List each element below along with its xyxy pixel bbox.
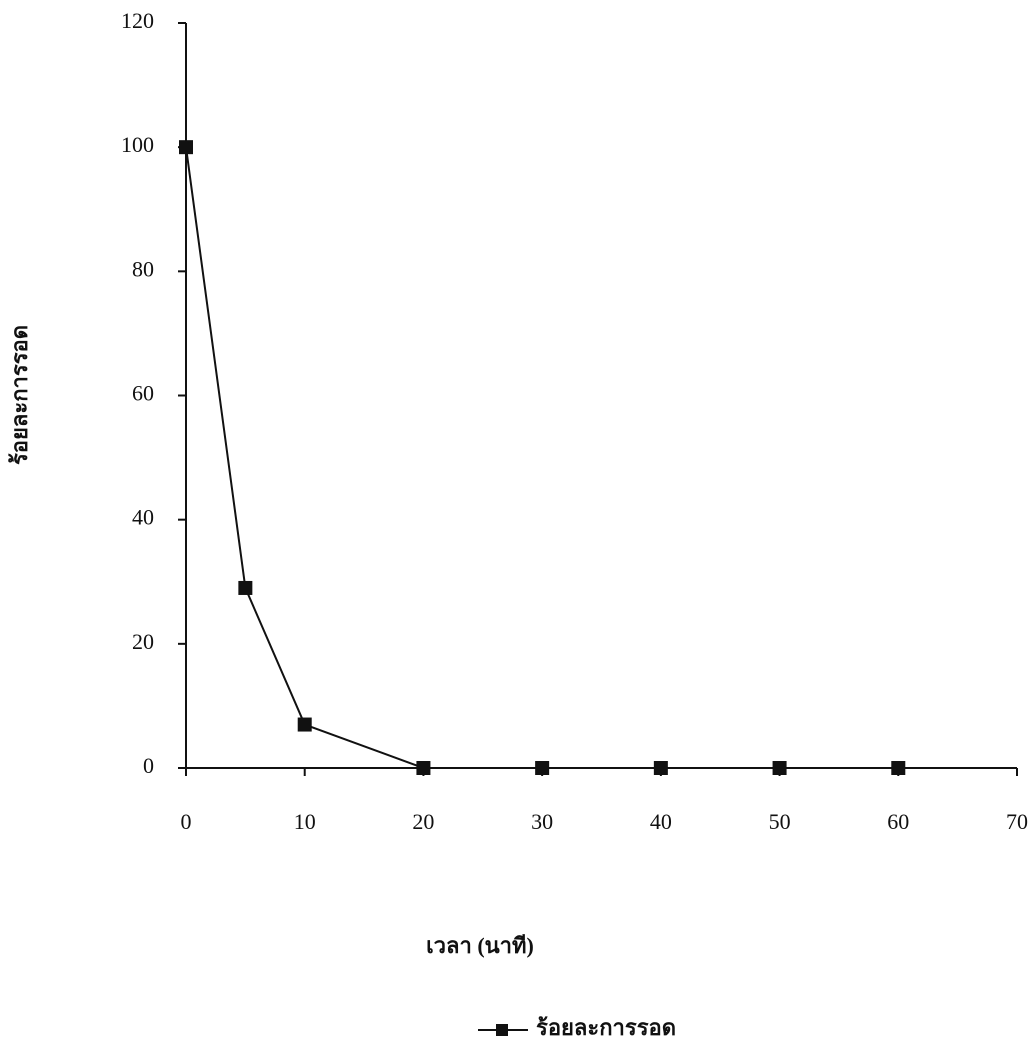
legend-label: ร้อยละการรอด [536, 1015, 676, 1040]
y-tick-label: 0 [143, 753, 154, 778]
data-point [891, 761, 906, 775]
data-point [535, 761, 550, 775]
x-tick-label: 70 [1006, 809, 1028, 834]
x-tick-label: 30 [531, 809, 553, 834]
y-tick-label: 40 [132, 505, 154, 530]
data-point [772, 761, 787, 775]
series-line [185, 147, 899, 769]
y-axis-label: ร้อยละการรอด [7, 325, 32, 465]
y-tick-label: 80 [132, 256, 154, 281]
x-tick-label: 50 [769, 809, 791, 834]
y-tick-label: 20 [132, 629, 154, 654]
legend-marker [496, 1024, 508, 1036]
y-tick-label: 120 [121, 8, 154, 33]
y-tick-label: 100 [121, 132, 154, 157]
data-point [238, 580, 253, 595]
x-tick-label: 20 [412, 809, 434, 834]
data-point [416, 761, 431, 775]
data-point [179, 140, 193, 155]
y-tick-label: 60 [132, 381, 154, 406]
data-point [297, 717, 312, 732]
x-axis-label: เวลา (นาที) [426, 933, 534, 958]
x-tick-label: 10 [294, 809, 316, 834]
x-tick-label: 60 [887, 809, 909, 834]
x-tick-label: 0 [181, 809, 192, 834]
data-point [653, 761, 668, 775]
x-tick-label: 40 [650, 809, 672, 834]
